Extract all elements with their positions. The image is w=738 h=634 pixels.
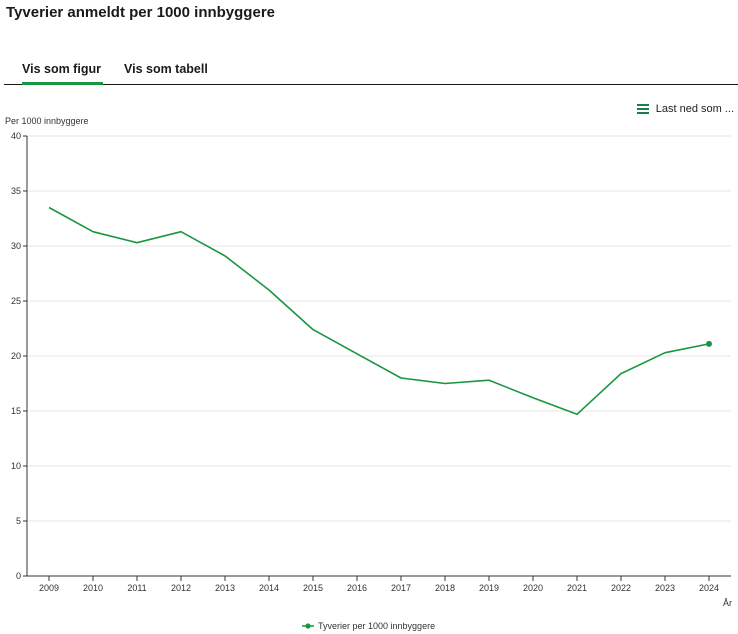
x-tick-label: 2021 bbox=[567, 583, 587, 593]
x-tick-label: 2019 bbox=[479, 583, 499, 593]
data-point[interactable] bbox=[134, 240, 140, 246]
view-tabs: Vis som figur Vis som tabell bbox=[4, 56, 738, 85]
x-tick-label: 2012 bbox=[171, 583, 191, 593]
legend-label: Tyverier per 1000 innbyggere bbox=[318, 621, 435, 631]
data-point[interactable] bbox=[46, 205, 52, 211]
y-tick-label: 40 bbox=[11, 131, 21, 141]
x-tick-label: 2015 bbox=[303, 583, 323, 593]
data-point[interactable] bbox=[662, 350, 668, 356]
legend[interactable]: Tyverier per 1000 innbyggere bbox=[302, 621, 435, 631]
menu-icon bbox=[636, 103, 649, 115]
x-tick-label: 2022 bbox=[611, 583, 631, 593]
series-line bbox=[48, 206, 710, 416]
page-title: Tyverier anmeldt per 1000 innbyggere bbox=[6, 4, 275, 21]
x-tick-label: 2014 bbox=[259, 583, 279, 593]
x-tick-labels: 2009 2010 2011 2012 2013 2014 2015 2016 2017 2018… bbox=[39, 583, 719, 593]
x-tick-label: 2011 bbox=[127, 583, 146, 593]
x-tick-label: 2024 bbox=[699, 583, 719, 593]
data-point[interactable] bbox=[486, 377, 492, 383]
y-tick-label: 30 bbox=[11, 241, 21, 251]
axes bbox=[23, 135, 731, 581]
y-tick-label: 10 bbox=[11, 461, 21, 471]
data-point[interactable] bbox=[574, 411, 580, 417]
x-tick-label: 2018 bbox=[435, 583, 455, 593]
x-tick-label: 2010 bbox=[83, 583, 103, 593]
data-point[interactable] bbox=[442, 381, 448, 387]
x-tick-label: 2020 bbox=[523, 583, 543, 593]
data-point[interactable] bbox=[178, 229, 184, 235]
data-point[interactable] bbox=[530, 395, 536, 401]
tab-figure[interactable]: Vis som figur bbox=[22, 62, 103, 85]
y-tick-label: 20 bbox=[11, 351, 21, 361]
data-point[interactable] bbox=[618, 371, 624, 377]
x-tick-label: 2016 bbox=[347, 583, 367, 593]
legend-marker bbox=[305, 623, 311, 629]
y-tick-label: 25 bbox=[11, 296, 21, 306]
x-axis-title: År bbox=[723, 598, 732, 608]
data-point[interactable] bbox=[310, 327, 316, 333]
series-group bbox=[46, 205, 712, 417]
tab-table[interactable]: Vis som tabell bbox=[124, 62, 208, 76]
data-point[interactable] bbox=[398, 375, 404, 381]
grid-lines bbox=[27, 135, 731, 522]
x-tick-label: 2023 bbox=[655, 583, 675, 593]
y-tick-label: 35 bbox=[11, 186, 21, 196]
download-button[interactable]: Last ned som ... bbox=[636, 103, 734, 115]
data-point[interactable] bbox=[706, 340, 712, 347]
y-tick-label: 5 bbox=[16, 516, 21, 526]
data-point[interactable] bbox=[354, 351, 360, 357]
y-axis-title: Per 1000 innbyggere bbox=[5, 116, 89, 126]
data-point[interactable] bbox=[266, 287, 272, 293]
y-tick-label: 0 bbox=[16, 571, 21, 581]
data-point[interactable] bbox=[222, 253, 228, 259]
x-tick-label: 2009 bbox=[39, 583, 59, 593]
y-tick-label: 15 bbox=[11, 406, 21, 416]
x-tick-label: 2017 bbox=[391, 583, 411, 593]
y-tick-labels: 0 5 10 15 20 25 30 35 40 bbox=[11, 131, 21, 581]
data-point[interactable] bbox=[90, 229, 96, 235]
download-label: Last ned som ... bbox=[655, 103, 734, 115]
x-tick-label: 2013 bbox=[215, 583, 235, 593]
